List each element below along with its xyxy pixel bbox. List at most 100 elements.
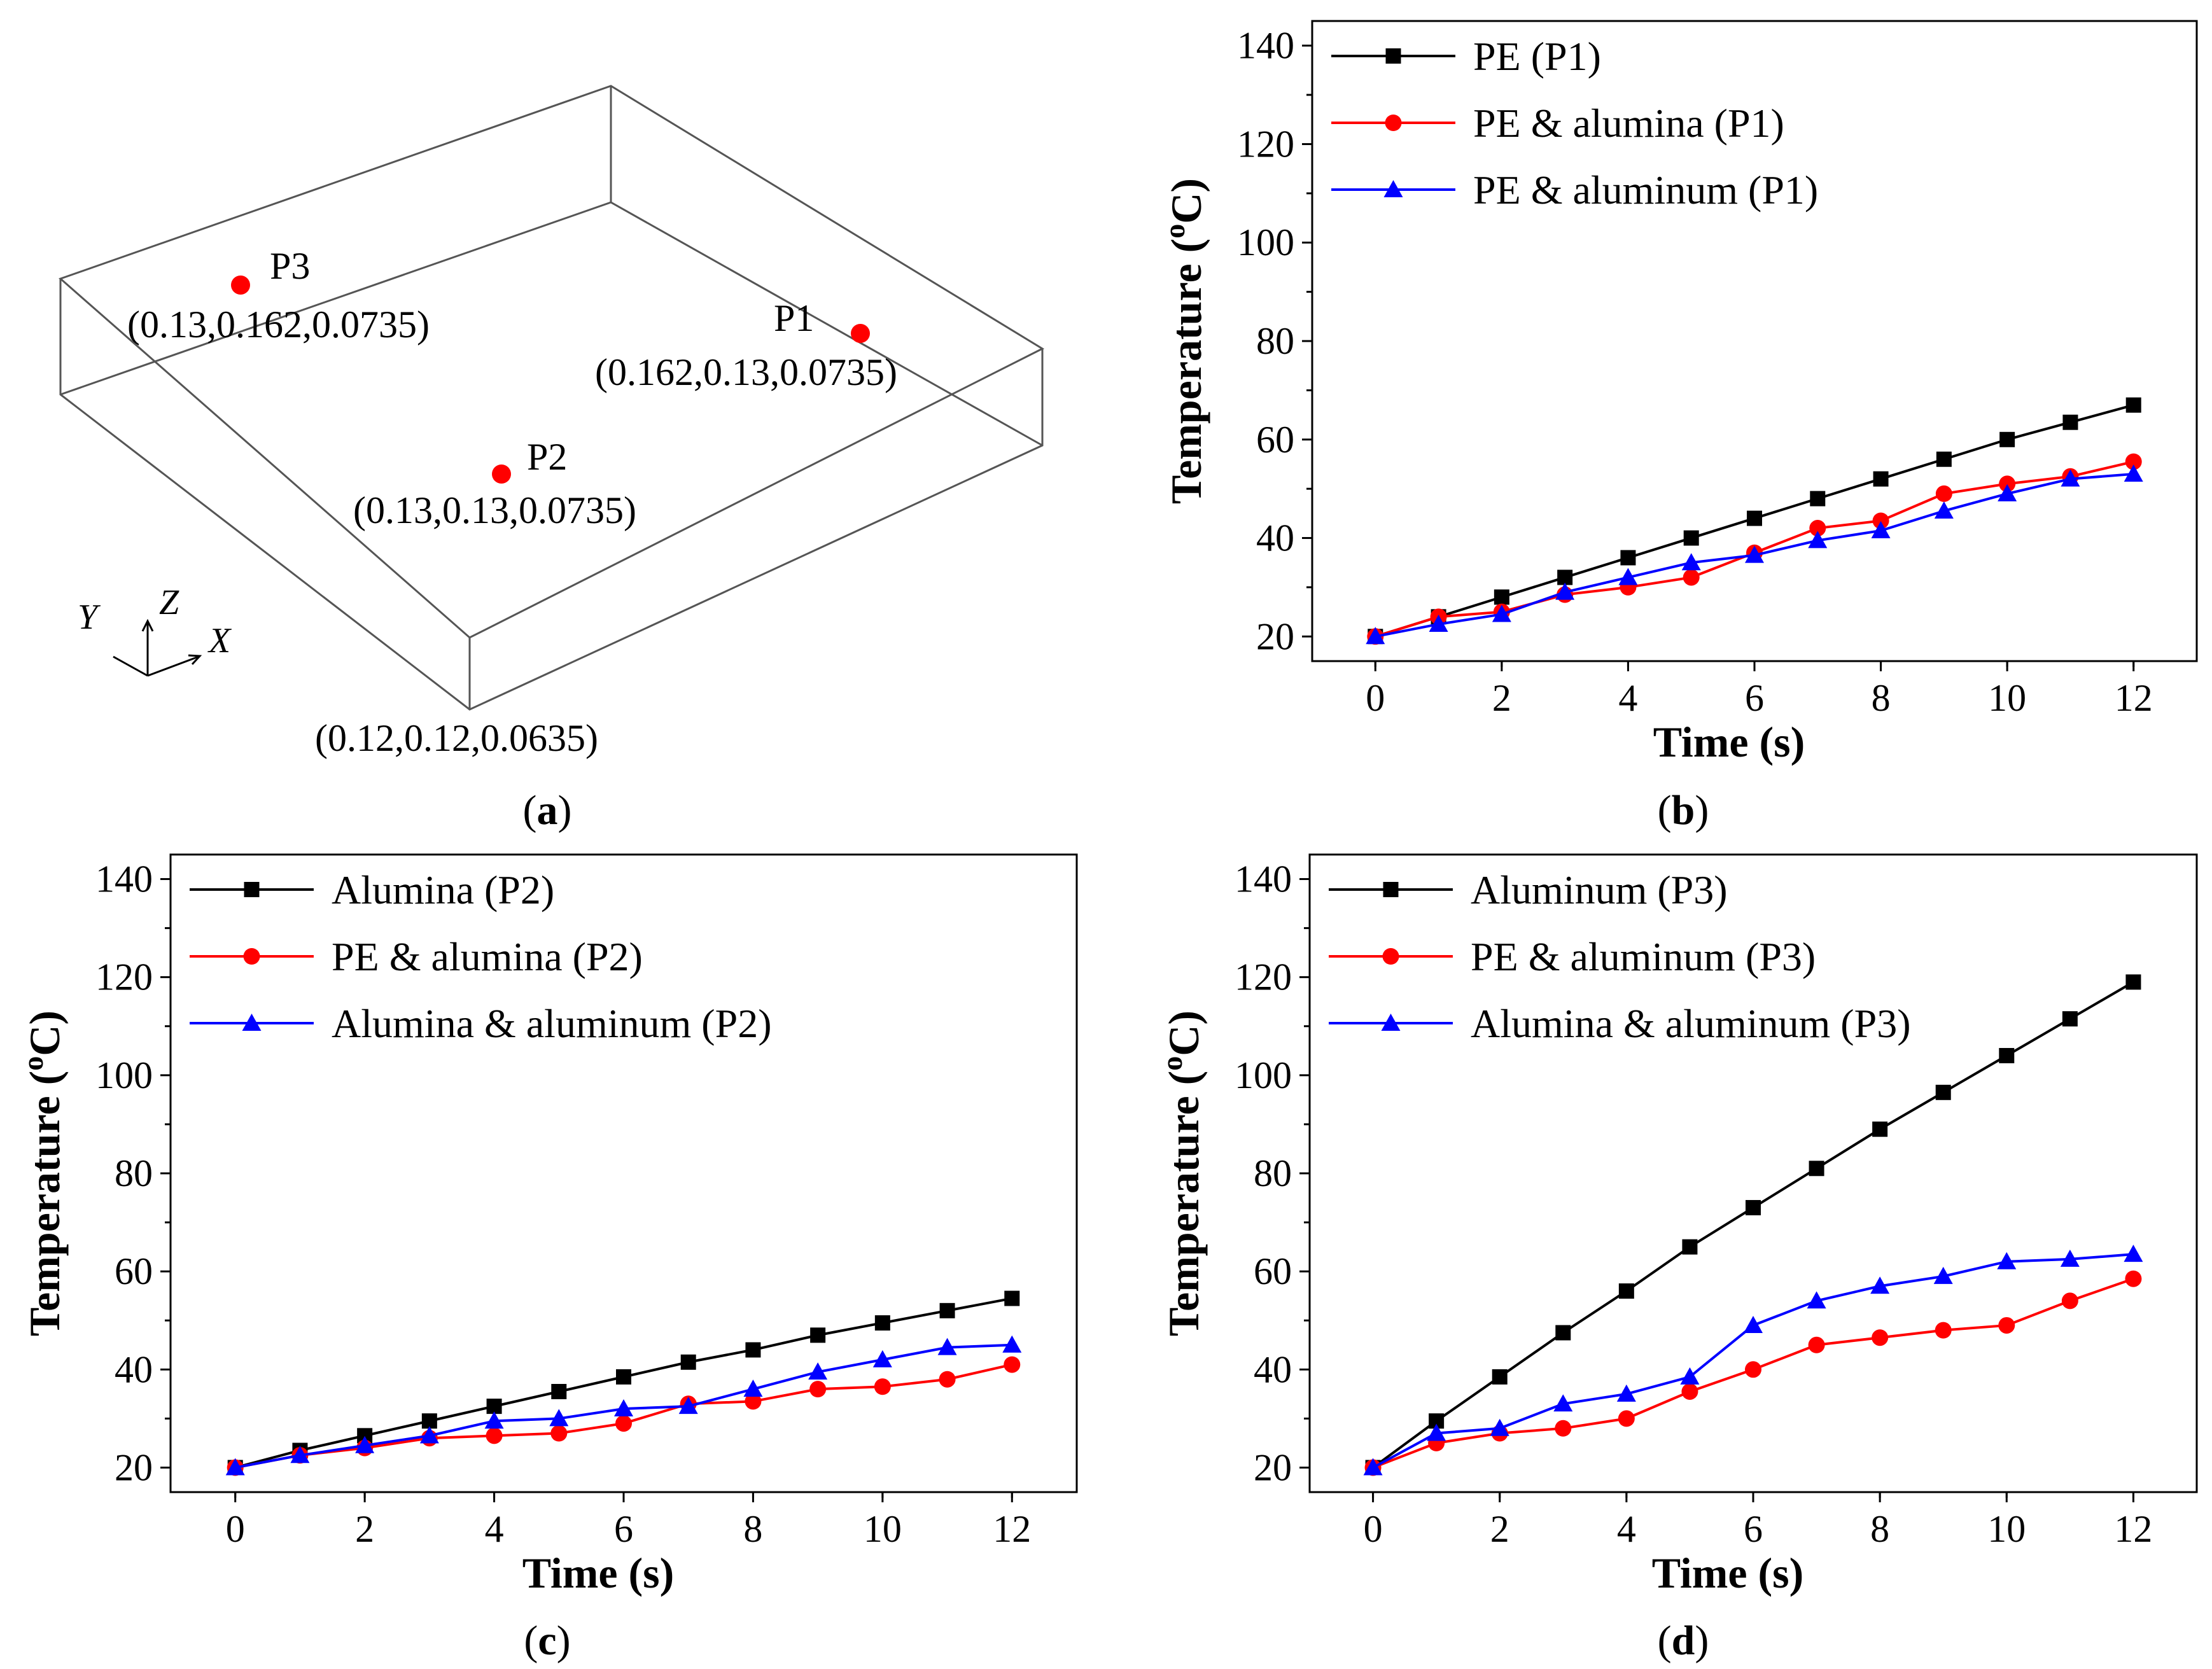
legend-label: Alumina & aluminum (P3) xyxy=(1471,1001,1911,1046)
y-tick-label: 80 xyxy=(1256,320,1294,362)
data-point xyxy=(937,1337,957,1355)
data-point xyxy=(1618,568,1638,585)
data-point xyxy=(225,1458,245,1476)
data-point xyxy=(1871,520,1891,538)
x-tick-label: 0 xyxy=(1366,677,1385,719)
data-point xyxy=(808,1362,828,1380)
x-axis-label: Time (s) xyxy=(1653,718,1805,766)
data-point xyxy=(2061,469,2080,487)
x-tick-label: 6 xyxy=(614,1508,633,1550)
x-tick-label: 8 xyxy=(743,1508,762,1550)
data-point xyxy=(486,1399,502,1414)
caption-letter: b xyxy=(1672,787,1695,834)
data-point xyxy=(1683,569,1700,586)
axis-x-label: X xyxy=(207,621,232,660)
data-point xyxy=(939,1371,956,1388)
data-point xyxy=(1004,1290,1020,1306)
data-point xyxy=(1999,431,2015,447)
data-point xyxy=(290,1446,310,1463)
data-point xyxy=(1002,1335,1022,1353)
y-tick-label: 40 xyxy=(1256,517,1294,559)
legend-label: PE & aluminum (P3) xyxy=(1471,934,1816,979)
data-point xyxy=(484,1411,504,1429)
series-3 xyxy=(1363,1245,2143,1476)
data-point xyxy=(1618,1283,1634,1299)
y-tick-label: 140 xyxy=(95,858,153,900)
data-point xyxy=(549,1409,569,1427)
x-tick-label: 2 xyxy=(355,1508,374,1550)
y-tick-label: 20 xyxy=(1256,615,1294,657)
x-axis-label: Time (s) xyxy=(1652,1549,1804,1597)
data-point xyxy=(1934,501,1954,519)
y-tick-label: 140 xyxy=(1235,858,1292,900)
x-tick-label: 2 xyxy=(1490,1508,1509,1550)
data-point xyxy=(1618,1410,1635,1427)
caption-close: ) xyxy=(1695,1617,1709,1664)
y-tick-label: 20 xyxy=(1254,1446,1292,1488)
data-point xyxy=(1681,553,1701,571)
data-point xyxy=(1808,531,1828,548)
data-point xyxy=(2124,1245,2143,1262)
panel-a-caption: (a) xyxy=(523,787,572,834)
legend-marker xyxy=(1383,180,1403,197)
point-p3-marker xyxy=(231,276,250,295)
caption-close: ) xyxy=(1695,787,1709,834)
series-3 xyxy=(1366,464,2143,645)
data-point xyxy=(2125,453,2142,470)
data-point xyxy=(1809,520,1826,537)
data-point xyxy=(1809,1161,1824,1177)
data-point xyxy=(1553,1394,1573,1412)
data-point xyxy=(2124,464,2143,482)
y-axis-label-degree: o xyxy=(1158,224,1191,239)
x-tick-label: 0 xyxy=(1364,1508,1383,1550)
y-axis-label: Temperature (oC) xyxy=(1158,178,1210,504)
data-point xyxy=(1555,1420,1572,1437)
series-3 xyxy=(225,1335,1022,1476)
data-point xyxy=(743,1379,763,1397)
y-tick-label: 80 xyxy=(1254,1152,1292,1194)
panel-caption: (c) xyxy=(524,1617,570,1664)
data-point xyxy=(550,1425,568,1442)
y-axis-label-degree: o xyxy=(17,1056,49,1071)
data-point xyxy=(1745,1361,1761,1378)
data-point xyxy=(1680,1367,1700,1385)
x-tick-label: 12 xyxy=(993,1508,1031,1550)
legend-marker xyxy=(1383,882,1399,897)
legend-marker xyxy=(1382,948,1399,965)
x-tick-label: 10 xyxy=(1987,1508,2026,1550)
data-point xyxy=(1745,545,1764,563)
y-tick-label: 120 xyxy=(1237,123,1294,165)
x-tick-label: 8 xyxy=(1872,677,1891,719)
axis-y-label: Y xyxy=(78,597,101,637)
data-point xyxy=(872,1350,892,1367)
data-point xyxy=(1936,451,1952,467)
point-p2-marker xyxy=(492,464,511,484)
chart-c: 0 2 4 6 8 10 12 20 40 60 80 100 120 140 Time (s) Temper… xyxy=(17,853,1078,1664)
y-axis-label: Temperature (oC) xyxy=(1156,1010,1208,1336)
y-axis-label-unit: C) xyxy=(1162,178,1210,224)
legend-label: Aluminum (P3) xyxy=(1471,867,1728,912)
y-axis-label: Temperature (oC) xyxy=(17,1010,69,1336)
data-point xyxy=(1492,1369,1508,1385)
y-tick-label: 100 xyxy=(95,1054,153,1096)
data-point xyxy=(1746,1199,1761,1215)
data-point xyxy=(1004,1356,1021,1373)
data-point xyxy=(2060,1249,2080,1267)
data-point xyxy=(1935,485,1952,502)
data-point xyxy=(1810,491,1826,506)
data-point xyxy=(615,1415,632,1432)
legend-label: PE & aluminum (P1) xyxy=(1473,167,1818,213)
data-point xyxy=(1747,510,1762,526)
x-tick-label: 6 xyxy=(1744,1508,1763,1550)
axis-z-label: Z xyxy=(159,583,179,622)
legend-marker xyxy=(242,1014,262,1031)
x-tick-label: 12 xyxy=(2115,677,2153,719)
legend-marker xyxy=(1385,48,1401,64)
data-point xyxy=(1998,484,2017,501)
data-point xyxy=(745,1393,762,1410)
y-tick-label: 60 xyxy=(1256,419,1294,461)
data-point xyxy=(1494,589,1509,605)
caption-open: ( xyxy=(1658,1617,1672,1664)
x-tick-label: 10 xyxy=(1988,677,2026,719)
